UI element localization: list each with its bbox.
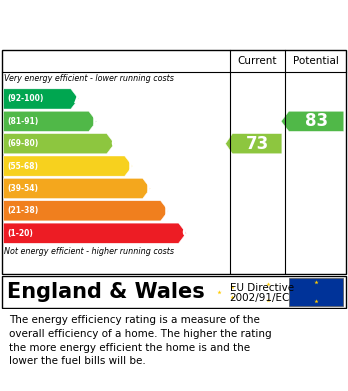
Polygon shape [3, 111, 96, 131]
FancyBboxPatch shape [289, 278, 343, 306]
Text: England & Wales: England & Wales [7, 282, 205, 302]
Text: A: A [74, 92, 85, 106]
Polygon shape [281, 111, 344, 131]
Polygon shape [3, 134, 114, 154]
Polygon shape [3, 178, 150, 199]
Text: E: E [146, 181, 156, 196]
Text: (69-80): (69-80) [8, 139, 39, 148]
FancyBboxPatch shape [2, 276, 346, 308]
FancyBboxPatch shape [2, 50, 346, 274]
Text: EU Directive: EU Directive [230, 283, 294, 293]
Text: Energy Efficiency Rating: Energy Efficiency Rating [9, 26, 230, 41]
Polygon shape [3, 223, 186, 243]
Text: (39-54): (39-54) [8, 184, 39, 193]
Text: The energy efficiency rating is a measure of the
overall efficiency of a home. T: The energy efficiency rating is a measur… [9, 316, 271, 366]
Text: Potential: Potential [293, 56, 339, 66]
Text: (1-20): (1-20) [8, 229, 33, 238]
Text: 83: 83 [305, 112, 328, 130]
Text: (21-38): (21-38) [8, 206, 39, 215]
Text: C: C [110, 137, 120, 151]
Polygon shape [3, 89, 79, 109]
Text: (92-100): (92-100) [8, 95, 44, 104]
Text: F: F [164, 204, 174, 218]
Text: Very energy efficient - lower running costs: Very energy efficient - lower running co… [4, 74, 174, 83]
Text: G: G [181, 226, 192, 240]
Polygon shape [3, 156, 132, 176]
Text: 2002/91/EC: 2002/91/EC [230, 293, 290, 303]
Text: 73: 73 [246, 135, 269, 153]
Text: D: D [127, 159, 139, 173]
Text: Not energy efficient - higher running costs: Not energy efficient - higher running co… [4, 247, 174, 256]
Text: B: B [92, 114, 102, 128]
Text: (81-91): (81-91) [8, 117, 39, 126]
Text: Current: Current [238, 56, 277, 66]
Polygon shape [3, 201, 168, 221]
Text: (55-68): (55-68) [8, 161, 39, 170]
Polygon shape [226, 134, 282, 154]
